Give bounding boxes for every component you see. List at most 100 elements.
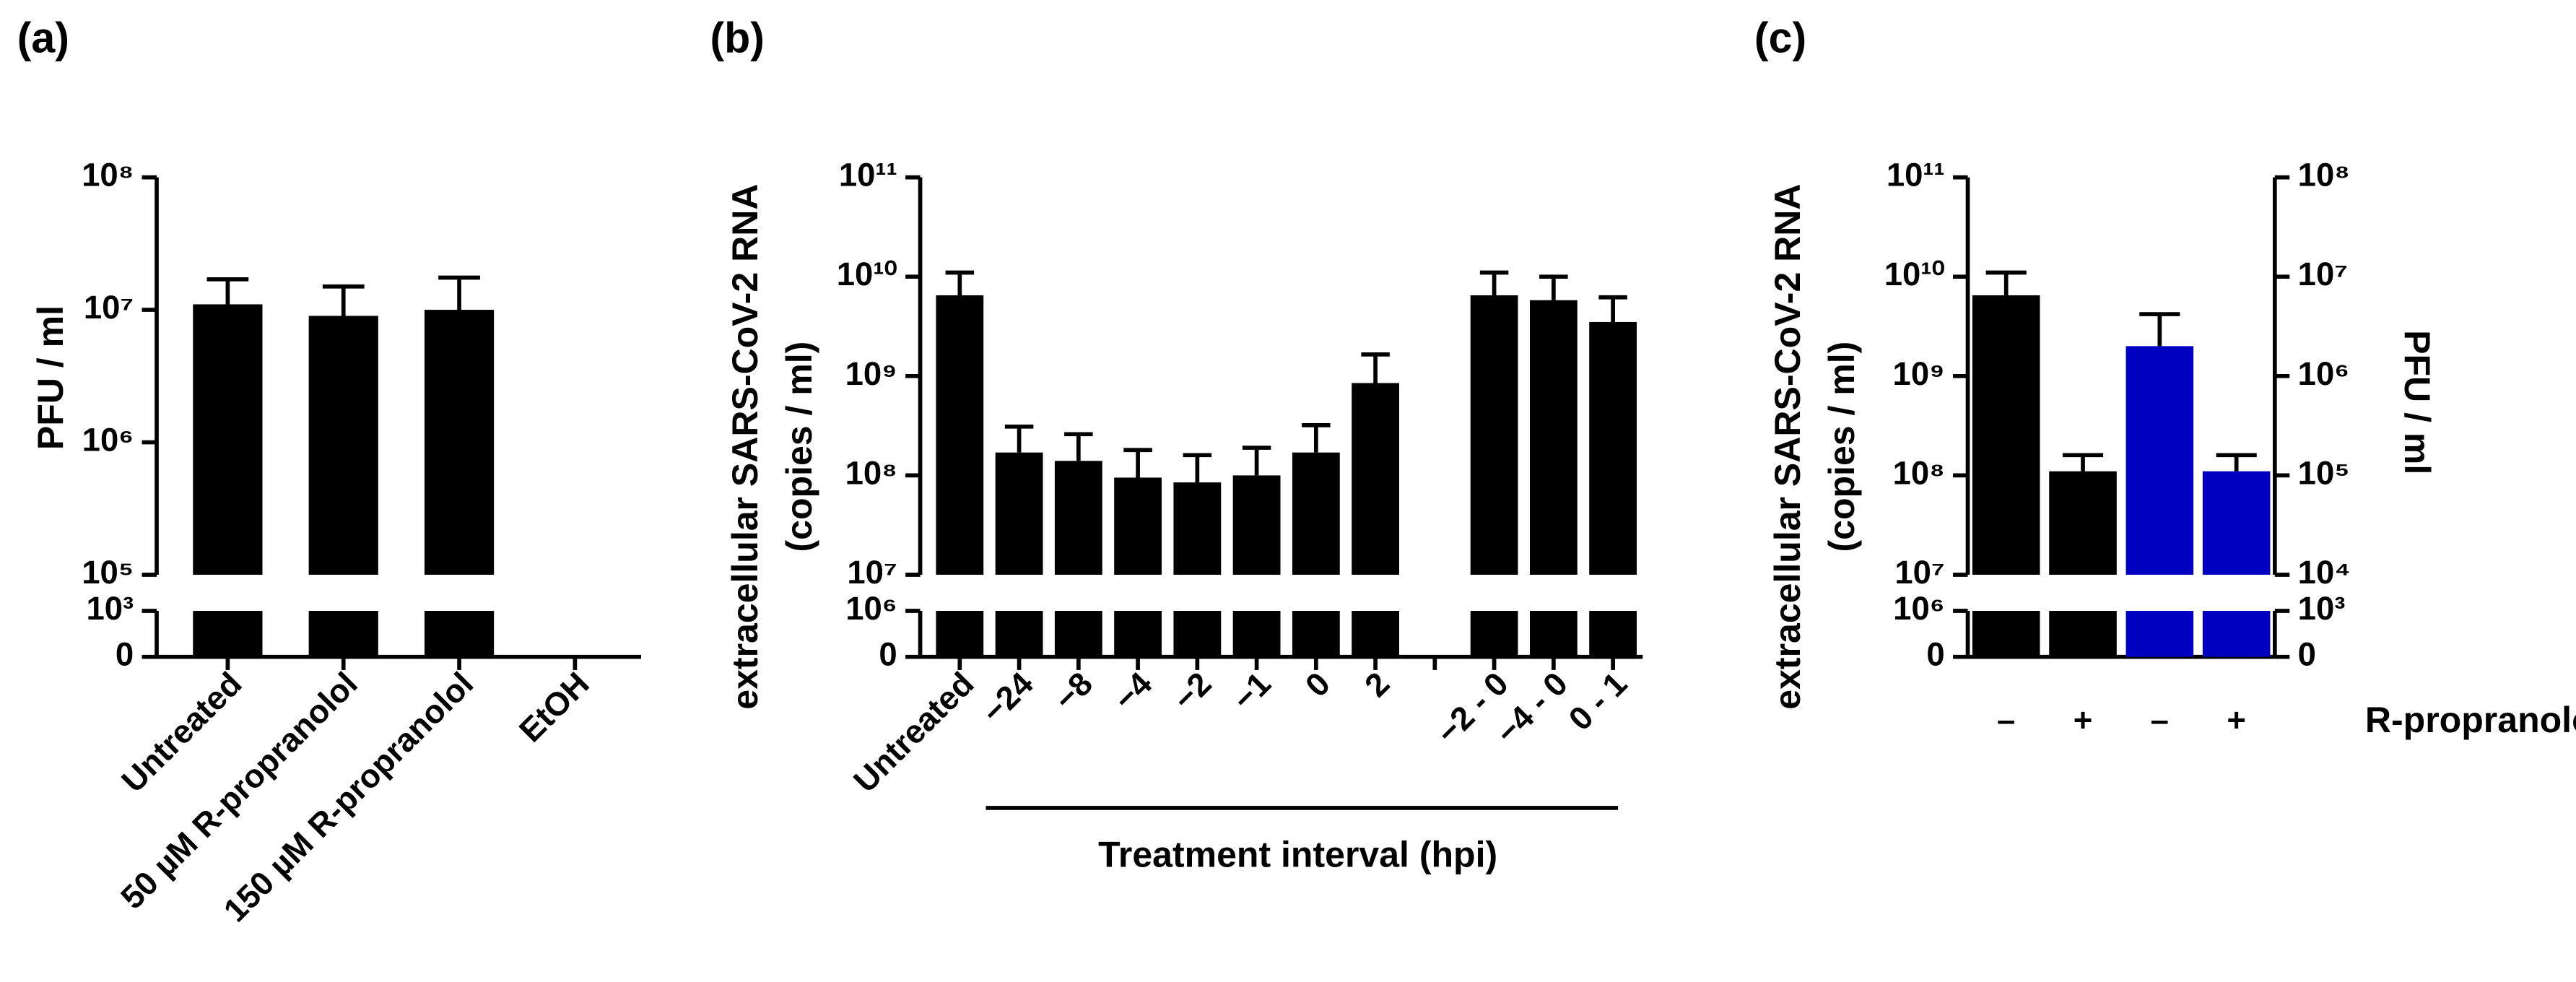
bar-lower-segment bbox=[936, 611, 984, 657]
y-tick-label: 10⁸ bbox=[82, 157, 134, 194]
y2-axis-label: PFU / ml bbox=[2397, 330, 2437, 474]
bar-lower-segment bbox=[308, 611, 378, 657]
bar-lower-segment bbox=[1173, 611, 1222, 657]
bar-lower-segment bbox=[1292, 611, 1340, 657]
x-tick-label: Untreated bbox=[846, 665, 980, 799]
bar-lower-segment bbox=[1232, 611, 1281, 657]
bar bbox=[2049, 471, 2117, 575]
error-bar bbox=[1539, 274, 1568, 300]
x-tick-label: EtOH bbox=[512, 665, 596, 749]
y-axis-label: PFU / ml bbox=[30, 305, 71, 450]
y-axis-label: extracellular SARS-CoV-2 RNA bbox=[1767, 183, 1808, 709]
bar bbox=[995, 452, 1043, 575]
bar-lower-segment bbox=[1470, 611, 1518, 657]
bar-lower-segment bbox=[1054, 611, 1102, 657]
bar bbox=[1114, 477, 1162, 575]
error-bar bbox=[1302, 423, 1331, 453]
y-tick-label: 10³ bbox=[86, 590, 134, 627]
error-bar bbox=[1985, 270, 2027, 295]
x-tick-label: −2 bbox=[1166, 665, 1219, 718]
y-tick-label: 10⁶ bbox=[845, 590, 897, 627]
y-tick-label: 10⁶ bbox=[2298, 355, 2350, 392]
y-tick-label: 10⁶ bbox=[82, 422, 134, 459]
bar bbox=[1972, 295, 2040, 575]
x-tick-label: – bbox=[2151, 702, 2169, 739]
x-tick-label: 0 - 1 bbox=[1562, 665, 1634, 737]
error-bar bbox=[2062, 453, 2104, 472]
bar bbox=[308, 316, 378, 575]
bar-lower-segment bbox=[2202, 611, 2271, 657]
x-tick-label: 50 µM R-propranolol bbox=[113, 665, 365, 916]
x-axis-label: Treatment interval (hpi) bbox=[1098, 834, 1497, 874]
error-bar bbox=[322, 284, 365, 316]
y-tick-label: 10¹⁰ bbox=[837, 256, 897, 292]
error-bar bbox=[945, 270, 975, 295]
y-tick-label: 10⁶ bbox=[1893, 590, 1945, 627]
bar bbox=[193, 304, 263, 575]
x-tick-label: −4 bbox=[1107, 665, 1159, 718]
bar bbox=[1352, 383, 1400, 575]
bar bbox=[1232, 475, 1281, 575]
bar-lower-segment bbox=[424, 611, 495, 657]
y-tick-label: 10⁹ bbox=[1893, 355, 1945, 392]
y-tick-label: 10¹⁰ bbox=[1884, 256, 1945, 292]
error-bar bbox=[2139, 312, 2180, 347]
y-tick-label: 10⁸ bbox=[2298, 157, 2350, 194]
bar-lower-segment bbox=[1972, 611, 2040, 657]
bar bbox=[1589, 321, 1637, 575]
bar bbox=[1470, 295, 1518, 575]
error-bar bbox=[1242, 446, 1271, 476]
error-bar bbox=[1361, 352, 1390, 383]
x-tick-label: −8 bbox=[1047, 665, 1100, 718]
x-tick-label: −1 bbox=[1225, 665, 1278, 718]
bar-lower-segment bbox=[1529, 611, 1578, 657]
y-tick-label: 0 bbox=[2298, 636, 2316, 673]
bar bbox=[1292, 452, 1340, 575]
x-tick-label: 0 bbox=[1298, 665, 1337, 704]
y-tick-label: 0 bbox=[1926, 636, 1944, 673]
y-axis-label: extracellular SARS-CoV-2 RNA bbox=[725, 183, 765, 709]
y-tick-label: 10⁷ bbox=[1894, 554, 1944, 591]
error-bar bbox=[206, 277, 249, 305]
bar-lower-segment bbox=[2049, 611, 2117, 657]
error-bar bbox=[2216, 453, 2257, 472]
bar-lower-segment bbox=[1114, 611, 1162, 657]
panel-title: (c) bbox=[1754, 13, 1806, 61]
x-tick-label: + bbox=[2227, 702, 2246, 739]
bar-lower-segment bbox=[995, 611, 1043, 657]
y-tick-label: 10⁷ bbox=[847, 554, 897, 591]
bar-lower-segment bbox=[1352, 611, 1400, 657]
x-tick-label: 2 bbox=[1357, 665, 1396, 704]
y-tick-label: 10³ bbox=[2298, 590, 2346, 627]
bar bbox=[2125, 346, 2194, 575]
x-tick-label: −24 bbox=[975, 665, 1040, 731]
y-tick-label: 0 bbox=[116, 636, 134, 673]
y-tick-label: 10⁵ bbox=[82, 554, 134, 591]
y-tick-label: 10¹¹ bbox=[839, 157, 897, 194]
panel-title: (a) bbox=[17, 13, 69, 61]
y-axis-label: (copies / ml) bbox=[1822, 342, 1862, 552]
error-bar bbox=[1064, 432, 1093, 461]
error-bar bbox=[1004, 424, 1034, 453]
y-tick-label: 10⁸ bbox=[845, 454, 897, 491]
error-bar bbox=[1183, 453, 1212, 483]
error-bar bbox=[438, 275, 480, 310]
bar bbox=[936, 295, 984, 575]
y-tick-label: 10⁷ bbox=[2298, 256, 2348, 292]
bar bbox=[1054, 461, 1102, 575]
y-tick-label: 10⁸ bbox=[1893, 454, 1945, 491]
bar-lower-segment bbox=[193, 611, 263, 657]
y-axis-label: (copies / ml) bbox=[779, 342, 819, 552]
bar bbox=[2202, 471, 2271, 575]
bar bbox=[424, 310, 495, 575]
y-tick-label: 10⁵ bbox=[2298, 454, 2350, 491]
bar-lower-segment bbox=[2125, 611, 2194, 657]
bar-lower-segment bbox=[1589, 611, 1637, 657]
x-axis-label: R-propranolol bbox=[2365, 700, 2576, 740]
error-bar bbox=[1479, 270, 1509, 295]
y-tick-label: 10⁷ bbox=[84, 289, 134, 326]
y-tick-label: 10¹¹ bbox=[1887, 157, 1945, 194]
x-tick-label: + bbox=[2074, 702, 2093, 739]
